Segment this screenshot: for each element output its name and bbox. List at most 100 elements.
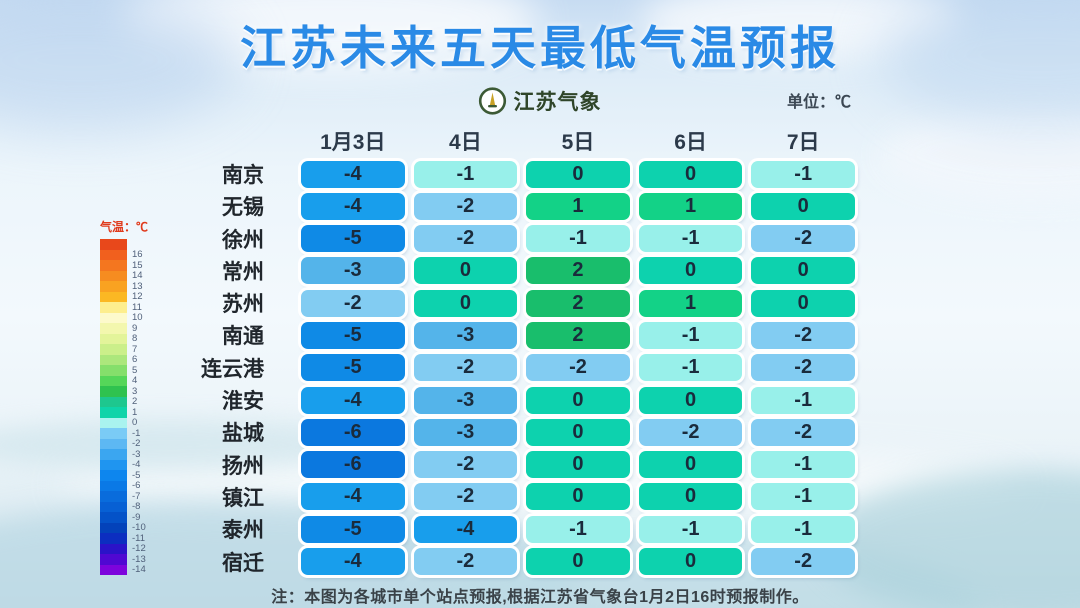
city-label: 连云港 bbox=[201, 357, 264, 381]
logo-row: 江苏气象 bbox=[478, 86, 602, 116]
temperature-cell: -4 bbox=[301, 483, 405, 511]
legend-value-label: 1 bbox=[132, 406, 138, 418]
legend-swatch bbox=[100, 333, 127, 344]
legend-swatch bbox=[100, 375, 127, 386]
table-row: 宿迁 -4 -2 0 0 -2 bbox=[185, 547, 855, 576]
legend-swatch bbox=[100, 396, 127, 407]
legend-value-label: 2 bbox=[132, 396, 138, 407]
legend-bar: 11 bbox=[100, 302, 148, 313]
legend-swatch bbox=[100, 270, 127, 281]
jiangsu-meteorology-logo-icon bbox=[478, 87, 507, 115]
legend-value-label: 13 bbox=[132, 280, 143, 292]
legend-swatch bbox=[100, 302, 127, 313]
temperature-cell: -1 bbox=[751, 386, 855, 414]
legend-bar: 13 bbox=[100, 281, 148, 292]
legend-value-label: -14 bbox=[132, 564, 146, 575]
legend-value-label: -3 bbox=[132, 448, 141, 460]
legend-swatch bbox=[100, 354, 127, 365]
city-label: 徐州 bbox=[222, 228, 264, 252]
legend-bar: -11 bbox=[100, 533, 148, 544]
legend-bar: -2 bbox=[100, 438, 148, 449]
legend-swatch bbox=[100, 239, 127, 250]
temperature-cell: -2 bbox=[751, 225, 855, 253]
legend-swatch bbox=[100, 554, 127, 565]
legend-swatch bbox=[100, 480, 127, 491]
temperature-cell: -1 bbox=[751, 483, 855, 511]
legend-swatch bbox=[100, 533, 127, 544]
legend-bar: 10 bbox=[100, 312, 148, 323]
city-label: 常州 bbox=[222, 260, 264, 284]
legend-bar: 14 bbox=[100, 270, 148, 281]
legend-value-label: 14 bbox=[132, 270, 143, 281]
legend-bar: 15 bbox=[100, 260, 148, 271]
legend-swatch bbox=[100, 522, 127, 533]
legend-value-label: -10 bbox=[132, 522, 146, 533]
temperature-cell: -6 bbox=[301, 418, 405, 446]
temperature-cell: -4 bbox=[301, 160, 405, 188]
legend-swatch bbox=[100, 470, 127, 481]
legend-value-label: -2 bbox=[132, 438, 141, 449]
legend-bar: -13 bbox=[100, 554, 148, 565]
legend-bar: -1 bbox=[100, 428, 148, 439]
logo-text: 江苏气象 bbox=[513, 91, 602, 114]
legend-value-label: 8 bbox=[132, 333, 138, 344]
legend-bar: -4 bbox=[100, 459, 148, 470]
legend-swatch bbox=[100, 459, 127, 470]
temperature-cell: -1 bbox=[638, 225, 743, 253]
temperature-cell: -1 bbox=[638, 354, 743, 382]
legend-value-label: -12 bbox=[132, 543, 146, 554]
temperature-cell: 0 bbox=[526, 451, 630, 479]
temperature-cell: -2 bbox=[751, 548, 855, 576]
legend-value-label: 11 bbox=[132, 301, 142, 313]
legend-value-label: 4 bbox=[132, 375, 138, 386]
temperature-cell: -1 bbox=[526, 515, 630, 543]
temperature-cell: 2 bbox=[526, 289, 630, 317]
table-header-row: 1月3日 4日 5日 6日 7日 bbox=[185, 126, 855, 154]
legend-swatch bbox=[100, 281, 127, 292]
legend-swatch bbox=[100, 260, 127, 271]
temperature-cell: -4 bbox=[301, 192, 405, 220]
legend-value-label: -7 bbox=[132, 490, 141, 502]
legend-swatch bbox=[100, 344, 127, 355]
city-label: 南通 bbox=[222, 325, 264, 349]
legend-bar: 3 bbox=[100, 386, 148, 397]
table-row: 南京 -4 -1 0 0 -1 bbox=[185, 159, 855, 188]
legend-bar: 0 bbox=[100, 417, 148, 428]
legend-swatch bbox=[100, 323, 127, 334]
legend-bar: -5 bbox=[100, 470, 148, 481]
temperature-cell: -2 bbox=[751, 418, 855, 446]
temperature-cell: -5 bbox=[301, 354, 405, 382]
temperature-cell: -2 bbox=[638, 418, 743, 446]
table-row: 常州 -3 0 2 0 0 bbox=[185, 256, 855, 285]
legend-value-label: -5 bbox=[132, 469, 141, 481]
city-label: 苏州 bbox=[222, 293, 264, 317]
temperature-legend: 气温：℃ 16 15 14 13 12 11 10 9 8 7 6 5 4 3 2 1 0 -1 -2 -3 -4 -5-… bbox=[100, 218, 148, 575]
temperature-cell: -2 bbox=[301, 289, 405, 317]
temperature-cell: -1 bbox=[751, 160, 855, 188]
temperature-cell: -2 bbox=[751, 354, 855, 382]
temperature-cell: -2 bbox=[526, 354, 630, 382]
legend-value-label: 16 bbox=[132, 249, 143, 260]
legend-bar: 2 bbox=[100, 396, 148, 407]
legend-bar: 8 bbox=[100, 333, 148, 344]
temperature-cell: 0 bbox=[526, 483, 630, 511]
footer-note: 注：本图为各城市单个站点预报,根据江苏省气象台1月2日16时预报制作。 bbox=[271, 589, 809, 606]
legend-bar: 9 bbox=[100, 323, 148, 334]
temperature-cell: 0 bbox=[526, 160, 630, 188]
legend-value-label: 3 bbox=[132, 385, 138, 397]
legend-swatch bbox=[100, 449, 127, 460]
table-row: 镇江 -4 -2 0 0 -1 bbox=[185, 482, 855, 511]
temperature-cell: -4 bbox=[301, 386, 405, 414]
unit-label: 单位：℃ bbox=[787, 94, 852, 111]
legend-swatch bbox=[100, 365, 127, 376]
temperature-cell: -4 bbox=[413, 515, 518, 543]
temperature-cell: -1 bbox=[751, 515, 855, 543]
legend-bar: 12 bbox=[100, 291, 148, 302]
legend-swatch bbox=[100, 564, 127, 575]
temperature-cell: 0 bbox=[751, 257, 855, 285]
legend-swatch bbox=[100, 491, 127, 502]
temperature-cell: -5 bbox=[301, 225, 405, 253]
temperature-cell: -1 bbox=[526, 225, 630, 253]
table-row: 苏州 -2 0 2 1 0 bbox=[185, 288, 855, 317]
